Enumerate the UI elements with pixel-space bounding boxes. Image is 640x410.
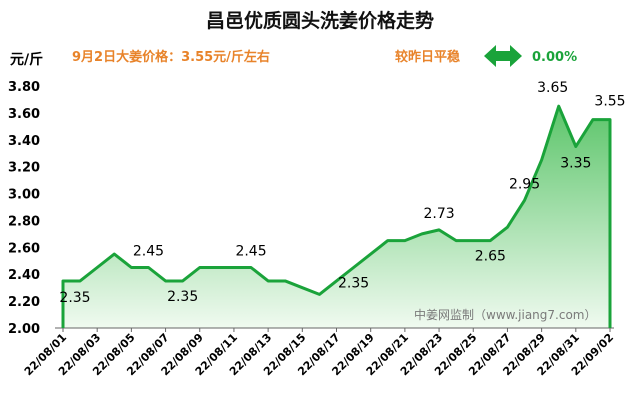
y-tick-label: 3.60 [8,107,40,122]
x-tick-labels: 22/08/0122/08/0322/08/0522/08/0722/08/09… [22,328,616,378]
y-tick-label: 2.00 [8,322,40,337]
data-label: 2.65 [475,249,506,265]
watermark: 中姜网监制（www.jiang7.com） [414,307,596,322]
data-label: 2.73 [423,206,454,222]
y-tick-label: 2.20 [8,295,40,310]
data-label: 3.55 [594,94,625,110]
double-arrow-icon [484,45,522,67]
data-label: 2.35 [167,289,198,305]
y-tick-label: 3.80 [8,80,40,95]
y-tick-label: 2.80 [8,214,40,229]
y-tick-label: 3.20 [8,161,40,176]
y-axis-label: 元/斤 [10,51,43,68]
price-note: 9月2日大姜价格：3.55元/斤左右 [72,49,270,65]
data-label: 2.35 [59,290,90,306]
y-tick-label: 2.40 [8,268,40,283]
series-line-layer [61,104,612,328]
data-label: 2.35 [338,276,369,292]
data-labels: 2.35 2.45 2.35 2.45 2.35 2.73 2.65 2.95 3.65 3.35… [59,80,625,306]
y-tick-label: 3.00 [8,188,40,203]
area-fill-layer [63,106,610,328]
y-tick-labels: 2.00 2.20 2.40 2.60 2.80 3.00 3.20 3.40 3.60 3.80 [8,80,40,337]
y-tick-label: 2.60 [8,241,40,256]
chart-title: 昌邑优质圆头洗姜价格走势 [206,9,434,32]
y-tick-label: 3.40 [8,134,40,149]
data-label: 2.45 [235,244,266,260]
data-label: 2.45 [133,244,164,260]
area-fill [63,106,610,328]
series-line [61,104,612,328]
compare-value: 0.00% [532,50,577,65]
data-label: 3.35 [560,156,591,172]
compare-label: 较昨日平稳 [395,49,460,65]
data-label: 3.65 [537,80,568,96]
data-label: 2.95 [509,176,540,192]
